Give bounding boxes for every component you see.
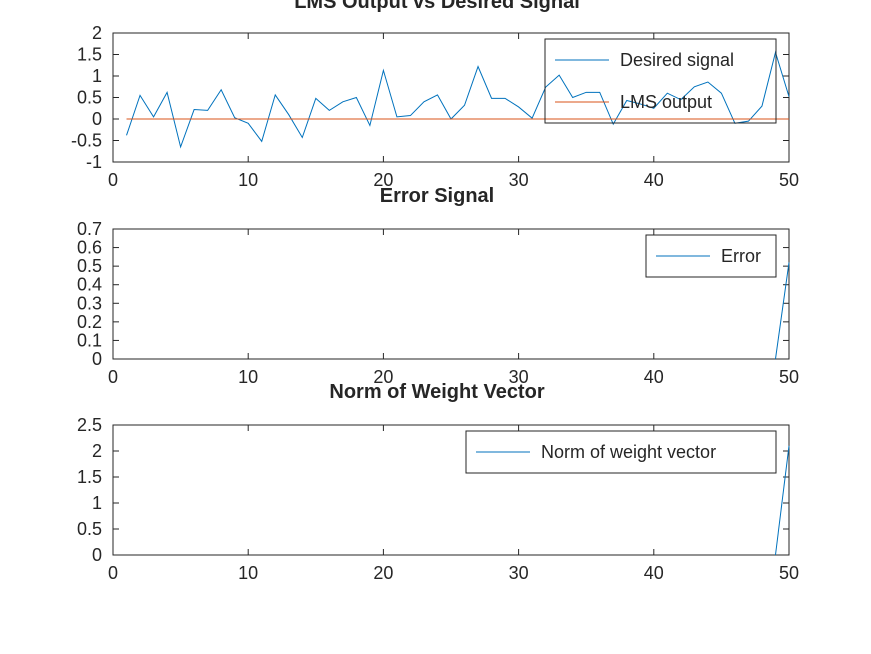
legend-box <box>544 38 777 124</box>
x-tick-label: 0 <box>108 367 118 387</box>
x-tick-label: 20 <box>373 367 393 387</box>
chart-title: Error Signal <box>380 185 494 207</box>
y-tick-label: 1 <box>92 66 102 86</box>
x-tick-label: 30 <box>509 367 529 387</box>
y-tick-label: 0 <box>92 349 102 369</box>
y-tick-label: 0.4 <box>77 275 102 295</box>
legend-label: Error <box>721 246 761 266</box>
legend-box <box>645 234 777 278</box>
y-tick-label: 1.5 <box>77 45 102 65</box>
legend-box <box>465 430 777 474</box>
y-tick-label: 2 <box>92 441 102 461</box>
y-tick-label: 0 <box>92 545 102 565</box>
y-tick-label: 1.5 <box>77 467 102 487</box>
x-tick-label: 20 <box>373 170 393 190</box>
axes-box <box>112 228 790 360</box>
y-tick-label: -0.5 <box>71 131 102 151</box>
legend-label: Desired signal <box>620 50 734 70</box>
legend-label: LMS output <box>620 92 712 112</box>
x-tick-label: 0 <box>108 563 118 583</box>
x-tick-label: 10 <box>238 563 258 583</box>
y-tick-label: 1 <box>92 493 102 513</box>
chart-1: 0 10 20 30 40 5000.10.20.30.40.50.60.7ErrorEr… <box>77 185 799 387</box>
x-tick-label: 40 <box>644 367 664 387</box>
x-tick-label: 20 <box>373 563 393 583</box>
y-tick-label: 0 <box>92 109 102 129</box>
y-tick-label: 0.2 <box>77 312 102 332</box>
y-tick-label: 0.7 <box>77 219 102 239</box>
y-tick-label: 0.6 <box>77 238 102 258</box>
x-tick-label: 40 <box>644 170 664 190</box>
y-tick-label: 0.1 <box>77 330 102 350</box>
series-line-norm-of-weight-vector <box>774 445 790 556</box>
x-tick-label: 40 <box>644 563 664 583</box>
x-tick-label: 50 <box>779 563 799 583</box>
x-tick-label: 30 <box>509 563 529 583</box>
y-tick-label: 0.5 <box>77 88 102 108</box>
series-line-error <box>774 262 790 360</box>
y-tick-label: 2.5 <box>77 415 102 435</box>
chart-title: Norm of Weight Vector <box>329 381 544 403</box>
y-tick-label: 0.5 <box>77 519 102 539</box>
chart-2: 0 10 20 30 40 50 0 0.5 1 1.5 2 2.5 Norm of weight ve… <box>77 381 799 583</box>
legend-label: Norm of weight vector <box>541 442 716 462</box>
x-tick-label: 0 <box>108 170 118 190</box>
axes-box <box>112 424 790 556</box>
y-tick-label: 0.3 <box>77 293 102 313</box>
x-tick-label: 50 <box>779 170 799 190</box>
chart-title: LMS Output vs Desired Signal <box>294 0 580 13</box>
y-tick-label: 2 <box>92 23 102 43</box>
x-tick-label: 50 <box>779 367 799 387</box>
y-tick-label: 0.5 <box>77 256 102 276</box>
x-tick-label: 10 <box>238 367 258 387</box>
y-tick-label: -1 <box>86 152 102 172</box>
x-tick-label: 10 <box>238 170 258 190</box>
x-tick-label: 30 <box>509 170 529 190</box>
